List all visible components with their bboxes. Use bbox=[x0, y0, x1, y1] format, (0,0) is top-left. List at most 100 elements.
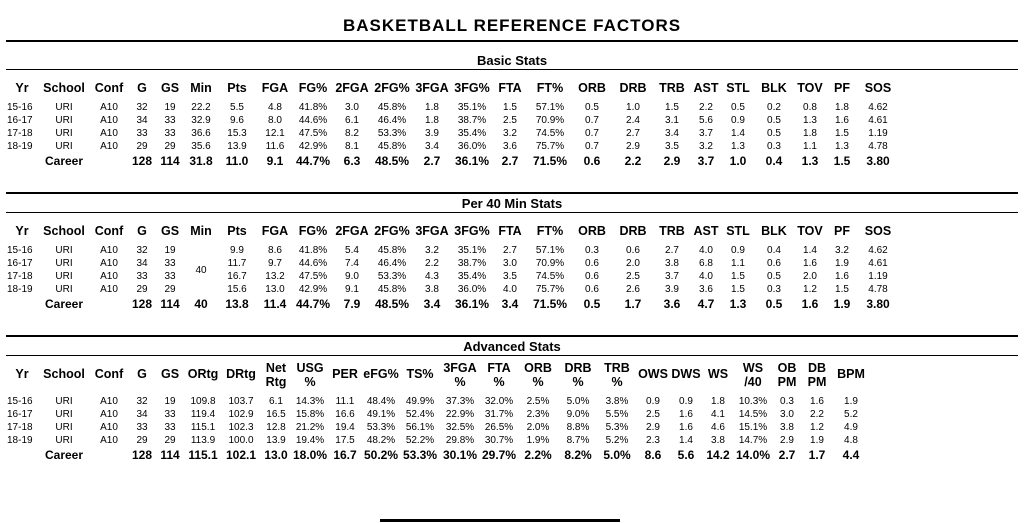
column-header: Conf bbox=[90, 359, 128, 389]
table-cell: 0.3 bbox=[767, 141, 781, 152]
career-cell: 18.0% bbox=[292, 448, 328, 462]
table-row: 18-19 URI A10 29 29 35.6 13.9 11.6 42.9% 8.1 45.8%… bbox=[6, 140, 898, 153]
section-title: Advanced Stats bbox=[463, 339, 561, 354]
section-divider bbox=[6, 212, 1018, 213]
table-cell: 3.8 bbox=[711, 435, 725, 446]
table-cell: 4.0 bbox=[699, 245, 713, 256]
table-cell: 32 bbox=[136, 396, 148, 407]
table-cell: URI bbox=[55, 102, 73, 113]
career-cell: 2.7 bbox=[778, 448, 796, 462]
table-row: 15-16 URI A10 32 19 40 9.9 8.6 41.8% 5.4 45.8% 3.2 3… bbox=[6, 244, 898, 276]
table-cell: 33 bbox=[164, 115, 176, 126]
table-cell: 1.6 bbox=[679, 409, 693, 420]
table-cell: 46.4% bbox=[377, 258, 407, 269]
table-row: 15-16 URI A10 32 19 22.2 5.5 4.8 41.8% 3.0 45.8% 1.… bbox=[6, 101, 898, 114]
table-cell: URI bbox=[55, 141, 73, 152]
column-header: TOV bbox=[797, 224, 823, 238]
column-header-line: % bbox=[493, 375, 505, 389]
column-header: Pts bbox=[227, 224, 247, 238]
career-row: Career 128 114 40 13.8 11.4 44.7% 7.9 48.5% 3.4 36… bbox=[6, 296, 898, 313]
table-cell: 49.1% bbox=[366, 409, 396, 420]
column-header: GS bbox=[160, 81, 180, 95]
table-cell: 5.6 bbox=[699, 115, 713, 126]
table-cell: 5.0% bbox=[566, 396, 590, 407]
table-cell: 1.3 bbox=[835, 141, 849, 152]
table-cell: 4.78 bbox=[868, 141, 888, 152]
table-cell: 0.3 bbox=[585, 245, 599, 256]
career-cell: 44.7% bbox=[295, 154, 331, 168]
career-cell: 2.7 bbox=[423, 154, 441, 168]
table-cell: 1.9 bbox=[835, 258, 849, 269]
career-cell: 102.1 bbox=[225, 448, 257, 462]
column-header: ORB% bbox=[518, 359, 558, 389]
table-cell: 2.4 bbox=[626, 115, 640, 126]
table-cell: 75.7% bbox=[535, 284, 565, 295]
column-header-line: Conf bbox=[94, 367, 124, 381]
table-cell: 22.9% bbox=[445, 409, 475, 420]
table-cell: 0.9 bbox=[679, 396, 693, 407]
career-cell: 1.3 bbox=[801, 154, 819, 168]
column-header: Conf bbox=[94, 224, 124, 238]
table-cell: 2.5 bbox=[503, 115, 517, 126]
table-cell: 1.5 bbox=[731, 284, 745, 295]
column-header: TRB bbox=[659, 224, 685, 238]
career-cell: 5.6 bbox=[677, 448, 695, 462]
table-cell: 3.4 bbox=[425, 141, 439, 152]
career-cell: 11.4 bbox=[263, 297, 287, 311]
column-header: ORtg bbox=[184, 359, 222, 389]
career-cell: 114 bbox=[160, 448, 180, 462]
career-cell: 3.80 bbox=[866, 297, 890, 311]
career-cell: 1.5 bbox=[833, 154, 851, 168]
table-cell: 2.7 bbox=[665, 245, 679, 256]
table-cell: 19 bbox=[164, 245, 176, 256]
table-cell: 11.7 bbox=[227, 258, 247, 269]
column-header-line: /40 bbox=[744, 375, 762, 389]
career-cell: 115.1 bbox=[188, 448, 218, 462]
column-header: FG% bbox=[298, 224, 328, 238]
career-row: Career 128 114 115.1 102.1 13.0 18.0% 16.7 50.2%… bbox=[6, 447, 870, 464]
table-cell: 0.9 bbox=[646, 396, 660, 407]
table-cell: 35.1% bbox=[457, 245, 487, 256]
table-cell: 35.6 bbox=[191, 141, 211, 152]
career-cell: 14.0% bbox=[735, 448, 771, 462]
table-cell: 36.6 bbox=[191, 128, 211, 139]
table-cell: A10 bbox=[100, 284, 118, 295]
table-cell: 0.9 bbox=[731, 245, 745, 256]
table-cell: 33 bbox=[164, 271, 176, 282]
column-header: DRB bbox=[619, 81, 647, 95]
table-cell: 3.6 bbox=[503, 141, 517, 152]
table-cell: A10 bbox=[100, 141, 118, 152]
table-cell: 32 bbox=[136, 102, 148, 113]
column-header-line: DRtg bbox=[226, 367, 256, 381]
table-cell: 45.8% bbox=[377, 102, 407, 113]
table-cell: 3.6 bbox=[699, 284, 713, 295]
table-row: 17-18 URI A10 33 33 16.7 13.2 47.5% 9.0 53.3% 4.3 3… bbox=[6, 270, 898, 283]
table-cell: 5.3% bbox=[605, 422, 629, 433]
table-cell: 1.19 bbox=[868, 271, 888, 282]
table-cell: 36.0% bbox=[457, 141, 487, 152]
career-cell bbox=[90, 296, 128, 313]
career-cell: Career bbox=[44, 297, 84, 311]
career-cell: 36.1% bbox=[454, 154, 490, 168]
table-cell: 8.1 bbox=[345, 141, 359, 152]
table-cell: 1.3 bbox=[731, 141, 745, 152]
table-cell: 0.6 bbox=[626, 245, 640, 256]
column-header: BPM bbox=[832, 359, 870, 389]
table-cell: 17-18 bbox=[7, 271, 33, 282]
table-row: 18-19 URI A10 29 29 15.6 13.0 42.9% 9.1 45.8% 3.8 3… bbox=[6, 283, 898, 296]
column-header: 2FGA bbox=[335, 81, 369, 95]
table-cell: 1.4 bbox=[679, 435, 693, 446]
table-cell: 33 bbox=[164, 422, 176, 433]
column-header-line: DWS bbox=[671, 367, 701, 381]
column-header-line: ORB bbox=[524, 361, 552, 375]
table-cell: 2.5 bbox=[646, 409, 660, 420]
career-cell: 4.4 bbox=[842, 448, 860, 462]
table-cell: 4.8 bbox=[844, 435, 858, 446]
table-cell: 0.3 bbox=[767, 284, 781, 295]
table-cell: 26.5% bbox=[484, 422, 514, 433]
column-header: Yr bbox=[15, 224, 29, 238]
table-cell: 29.8% bbox=[445, 435, 475, 446]
column-header: G bbox=[137, 81, 147, 95]
column-header: FTA bbox=[498, 224, 522, 238]
table-cell: 11.1 bbox=[335, 396, 355, 407]
